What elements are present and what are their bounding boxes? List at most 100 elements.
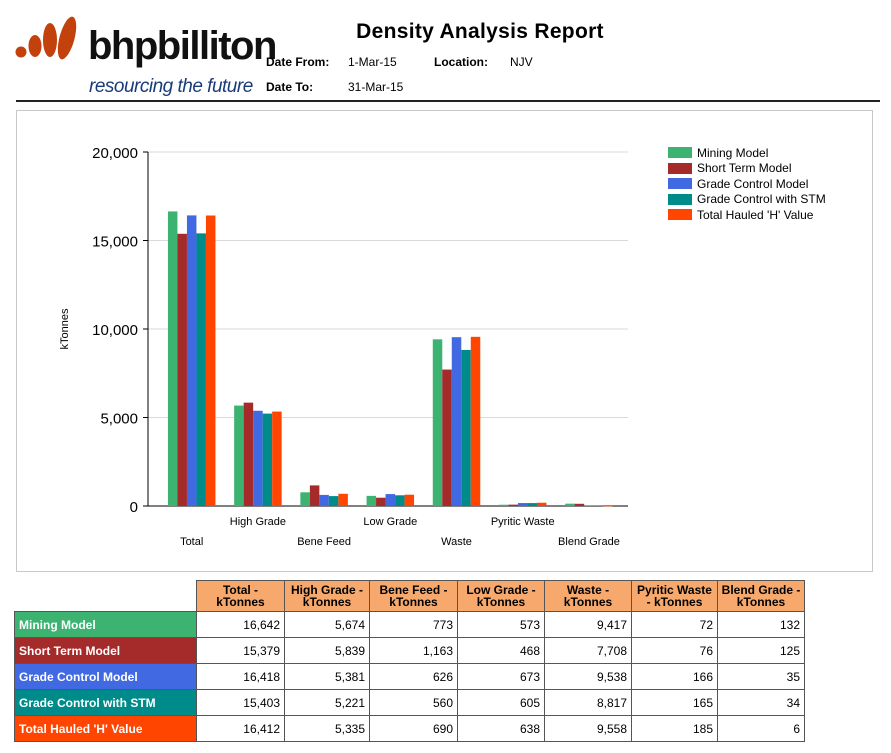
y-tick-label: 15,000	[92, 234, 138, 251]
table-cell: 132	[717, 611, 805, 638]
column-header-line: Total -	[222, 583, 259, 597]
table-cell: 773	[369, 611, 458, 638]
bar	[517, 503, 528, 506]
row-label: Short Term Model	[14, 637, 197, 664]
bar	[404, 494, 415, 506]
table-row: Grade Control with STM 15,403 5,221 560 605 8…	[14, 689, 805, 716]
y-tick-label: 0	[130, 499, 138, 516]
date-to-value: 31-Mar-15	[348, 80, 404, 94]
bar	[177, 233, 187, 507]
table-cell: 7,708	[544, 637, 632, 664]
bar	[319, 494, 329, 506]
table-cell: 690	[369, 715, 458, 742]
table-cell: 72	[631, 611, 718, 638]
column-header: Blend Grade - kTonnes	[717, 580, 805, 612]
column-header-line: Waste -	[566, 583, 610, 597]
bar	[366, 495, 377, 506]
table-cell: 5,335	[284, 715, 370, 742]
legend-swatch	[668, 209, 692, 221]
row-label: Grade Control Model	[14, 663, 197, 690]
bar	[234, 405, 244, 506]
date-to-label: Date To:	[266, 80, 314, 94]
legend-item: Total Hauled 'H' Value	[668, 207, 826, 223]
bar	[186, 215, 197, 506]
column-header: High Grade - kTonnes	[284, 580, 370, 612]
bar	[508, 504, 518, 506]
bar	[442, 369, 452, 506]
table-cell: 5,221	[284, 689, 370, 716]
row-label: Grade Control with STM	[14, 689, 197, 716]
x-category-label: Blend Grade	[558, 536, 620, 548]
column-header-line: - kTonnes	[646, 595, 703, 609]
table-cell: 6	[717, 715, 805, 742]
table-cell: 76	[631, 637, 718, 664]
legend-swatch	[668, 178, 692, 190]
table-cell: 15,403	[196, 689, 285, 716]
table-cell: 125	[717, 637, 805, 664]
legend-item: Short Term Model	[668, 161, 826, 177]
table-cell: 9,538	[544, 663, 632, 690]
legend-label: Grade Control with STM	[697, 192, 826, 207]
legend-swatch	[668, 147, 692, 159]
legend-label: Grade Control Model	[697, 176, 809, 191]
bar	[328, 496, 339, 506]
table-cell: 560	[369, 689, 458, 716]
table-cell: 1,163	[369, 637, 458, 664]
table-cell: 638	[457, 715, 545, 742]
logo-wordmark: bhpbilliton	[88, 24, 277, 68]
bar	[196, 233, 206, 507]
date-from-value: 1-Mar-15	[348, 55, 397, 69]
table-corner-cell	[15, 581, 197, 612]
bar	[167, 211, 178, 507]
legend-label: Total Hauled 'H' Value	[697, 207, 814, 222]
table-cell: 605	[457, 689, 545, 716]
bar	[593, 505, 604, 506]
bar	[395, 495, 405, 506]
bar	[603, 505, 613, 507]
bar	[243, 402, 254, 506]
column-header: Total - kTonnes	[196, 580, 285, 612]
x-category-label: High Grade	[230, 516, 286, 528]
legend-label: Short Term Model	[697, 161, 792, 176]
legend-label: Mining Model	[697, 145, 769, 160]
column-header-line: Low Grade -	[466, 583, 536, 597]
x-category-label: Low Grade	[363, 516, 417, 528]
column-header: Pyritic Waste - kTonnes	[631, 580, 718, 612]
y-tick-label: 5,000	[100, 411, 138, 428]
bar	[461, 349, 471, 506]
table-row: Grade Control Model 16,418 5,381 626 673 9,53…	[14, 663, 805, 690]
column-header: Waste - kTonnes	[544, 580, 632, 612]
table-row: Mining Model 16,642 5,674 773 573 9,417 72 132	[14, 611, 805, 638]
table-cell: 5,674	[284, 611, 370, 638]
column-header-line: kTonnes	[736, 595, 786, 609]
table-cell: 16,412	[196, 715, 285, 742]
column-header: Bene Feed - kTonnes	[369, 580, 458, 612]
column-header-line: High Grade -	[290, 583, 363, 597]
table-cell: 8,817	[544, 689, 632, 716]
legend-swatch	[668, 162, 692, 174]
report-title: Density Analysis Report	[356, 20, 604, 43]
table-cell: 626	[369, 663, 458, 690]
bar	[205, 215, 216, 506]
legend-swatch	[668, 193, 692, 205]
table-cell: 16,642	[196, 611, 285, 638]
row-label: Total Hauled 'H' Value	[14, 715, 197, 742]
company-logo: bhpbilliton resourcing the future	[14, 14, 277, 100]
table-cell: 573	[457, 611, 545, 638]
y-axis-label: kTonnes	[59, 308, 71, 349]
date-from-label: Date From:	[266, 55, 330, 69]
table-row: Total Hauled 'H' Value 16,412 5,335 690 638 9…	[14, 715, 805, 742]
chart-legend: Mining Model Short Term Model Grade Contro…	[668, 145, 826, 223]
table-cell: 165	[631, 689, 718, 716]
table-cell: 34	[717, 689, 805, 716]
logo-mark-icon	[15, 16, 77, 60]
legend-item: Grade Control with STM	[668, 192, 826, 208]
bar	[565, 503, 575, 506]
bar	[338, 493, 348, 506]
bar	[385, 494, 396, 506]
column-header-line: Blend Grade -	[721, 583, 801, 597]
x-category-label: Pyritic Waste	[491, 516, 555, 528]
bar	[432, 339, 443, 506]
density-bar-chart: 0 5,000 10,000 15,000 20,000 kTonnes Total High…	[59, 145, 628, 548]
x-category-label: Total	[180, 536, 203, 548]
